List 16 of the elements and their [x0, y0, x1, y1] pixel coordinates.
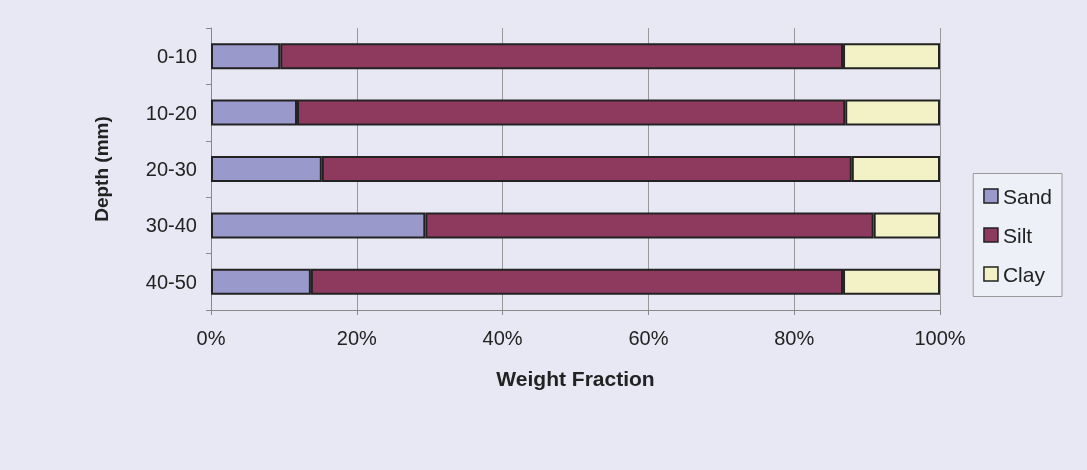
- y-tick-label: 10-20: [145, 101, 197, 124]
- legend-label: Sand: [1002, 184, 1052, 208]
- legend-label: Clay: [1002, 262, 1046, 286]
- x-tick-label: 0%: [196, 327, 226, 349]
- y-tick-label: 40-50: [145, 270, 197, 293]
- x-tick-label: 100%: [914, 327, 966, 349]
- y-tick-label: 0-10: [156, 45, 197, 68]
- x-tick-label: 80%: [774, 327, 815, 349]
- legend-label: Silt: [1002, 223, 1033, 247]
- x-tick-label: 20%: [336, 327, 378, 349]
- y-axis-title: Depth (mm): [91, 116, 112, 222]
- y-tick-label: 20-30: [145, 158, 197, 180]
- y-tick-label: 30-40: [145, 214, 197, 237]
- x-tick-label: 40%: [482, 327, 523, 349]
- x-axis-title: Weight Fraction: [496, 367, 655, 390]
- x-tick-label: 60%: [628, 327, 669, 349]
